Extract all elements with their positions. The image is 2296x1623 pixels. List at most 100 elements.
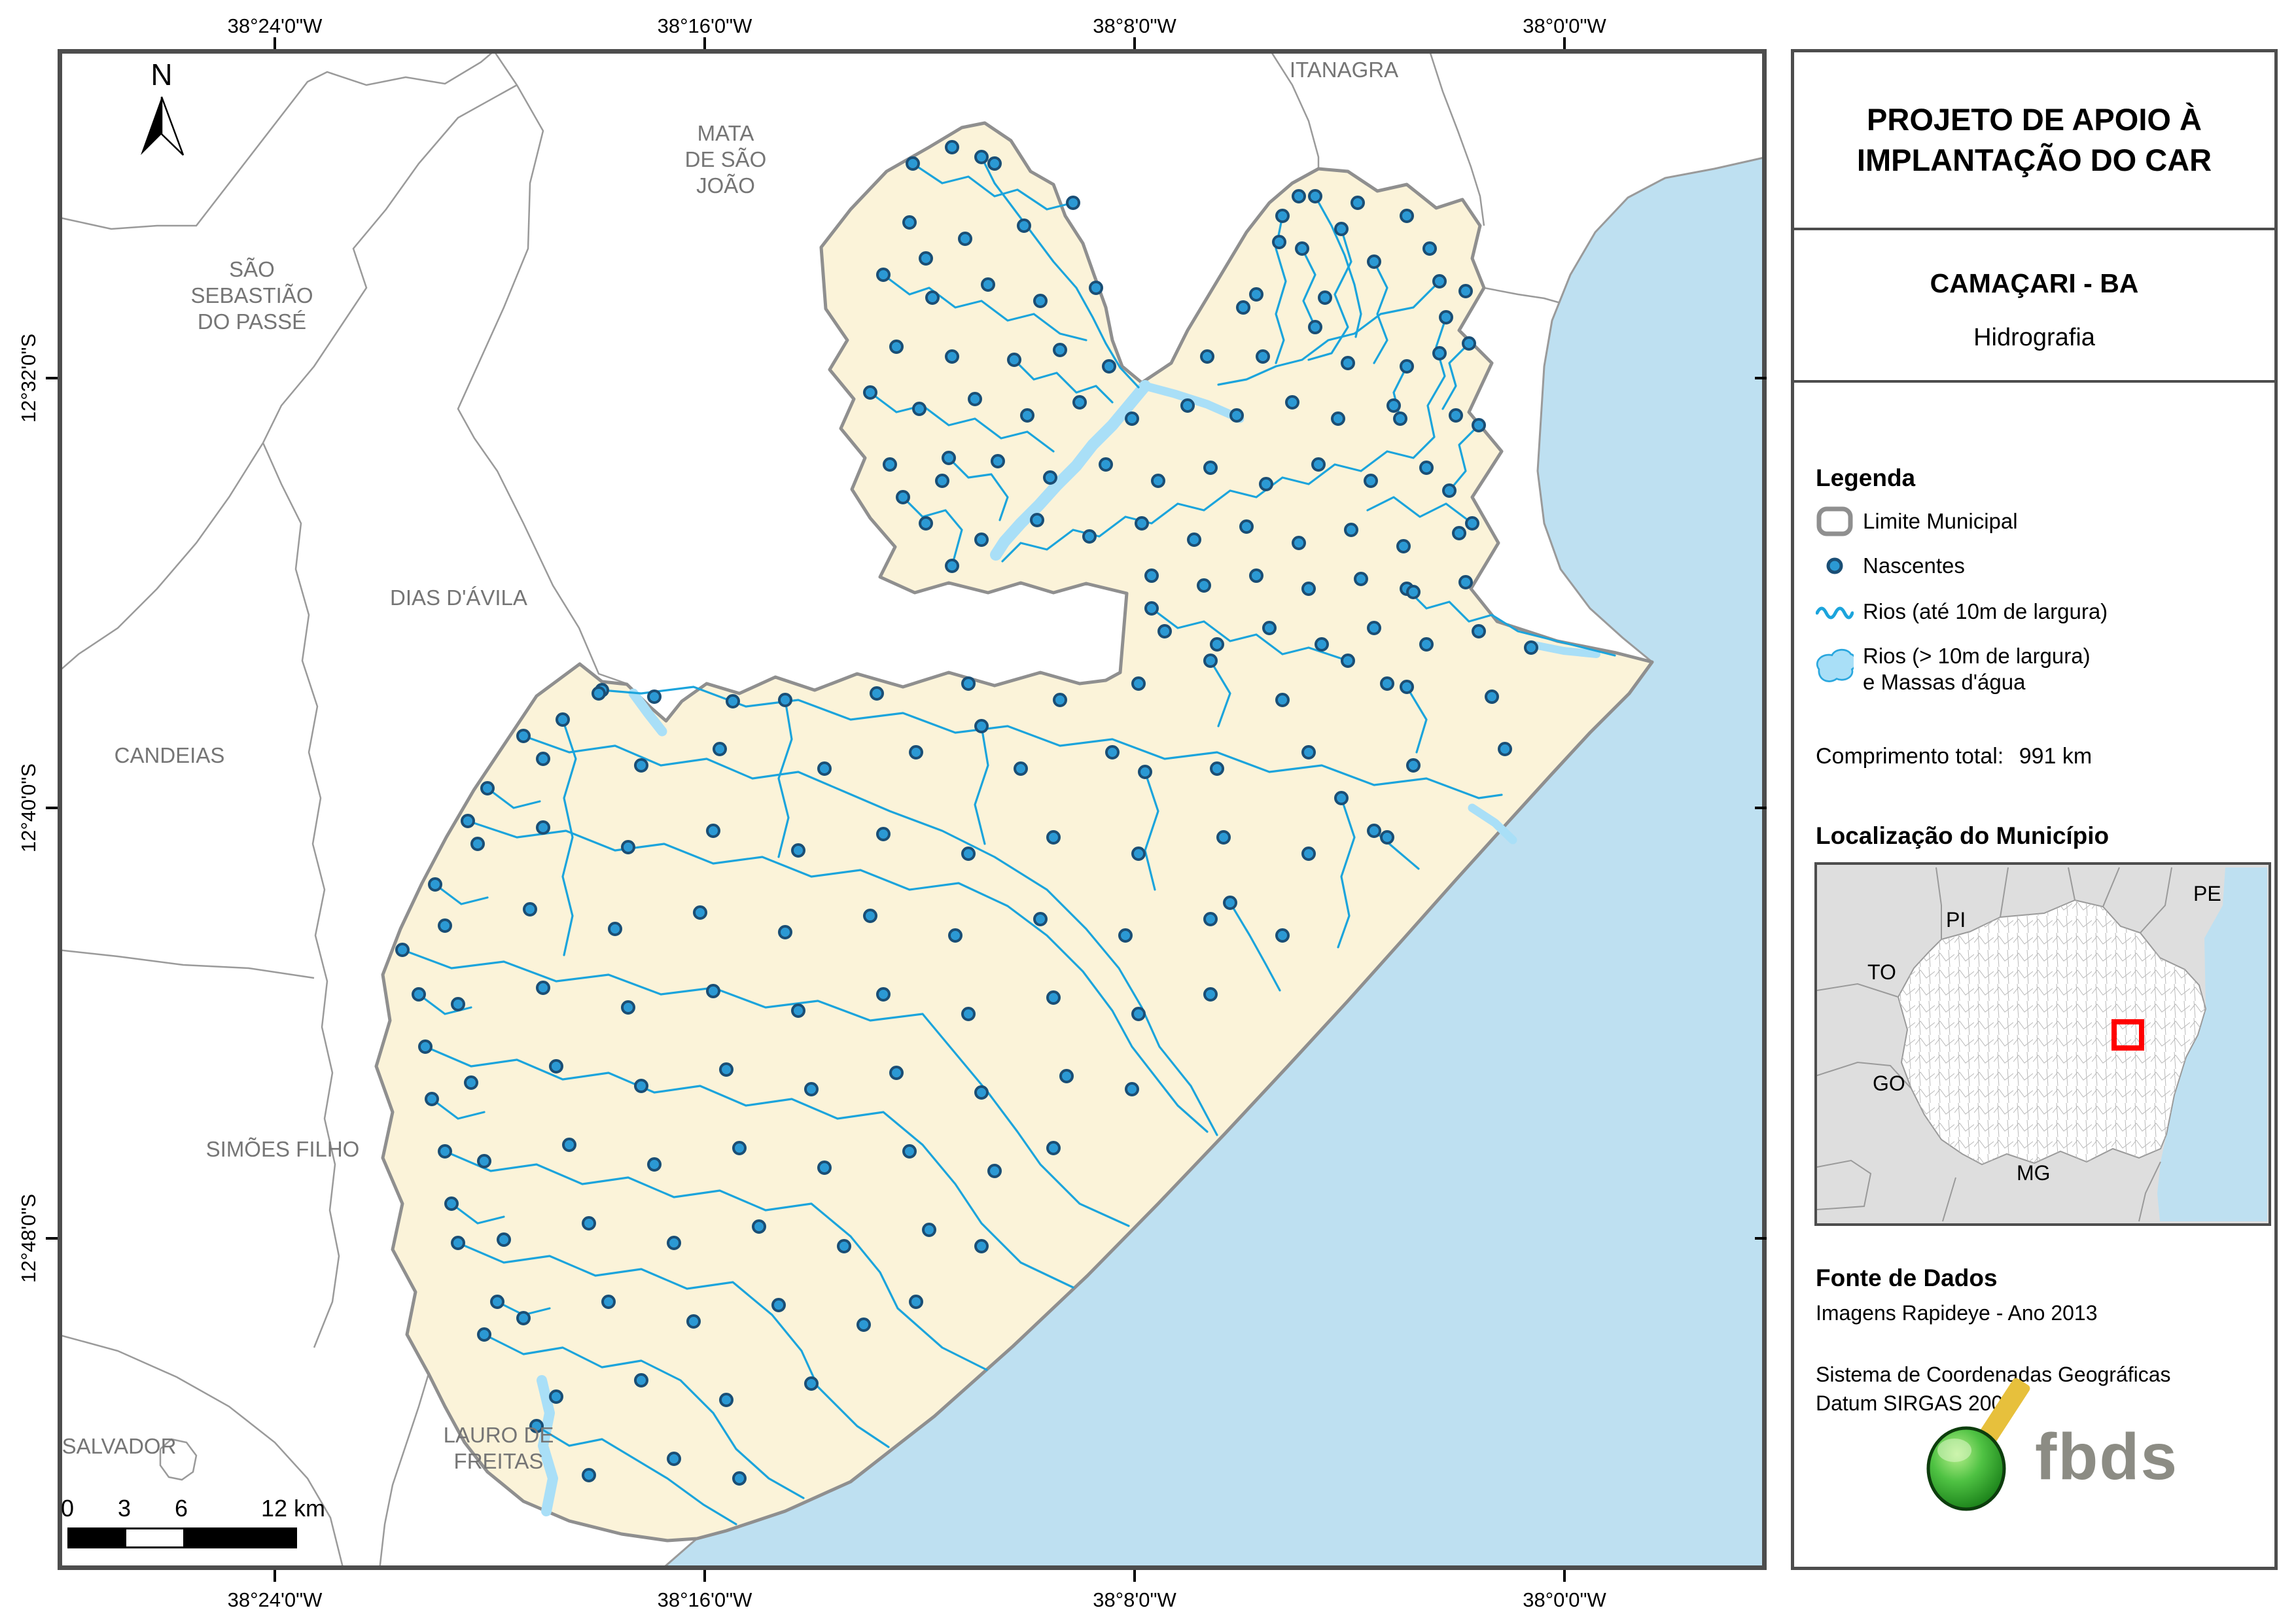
nascente-dot bbox=[1033, 294, 1048, 308]
nascente-dot bbox=[1131, 1007, 1146, 1021]
scale-segment bbox=[69, 1529, 126, 1546]
nascente-dot bbox=[1422, 241, 1437, 256]
nascente-dot bbox=[1318, 290, 1332, 305]
nascente-dot bbox=[1125, 411, 1139, 426]
scale-label: 0 bbox=[60, 1495, 75, 1522]
nascente-dot bbox=[1524, 640, 1538, 655]
nascente-dot bbox=[919, 516, 933, 531]
nascente-dot bbox=[1315, 637, 1329, 652]
legend-label-rios-largos: Rios (> 10m de largura) e Massas d'água bbox=[1863, 643, 2091, 695]
north-arrow-left bbox=[141, 97, 162, 155]
river bbox=[561, 718, 577, 956]
place-label-line: JOÃO bbox=[696, 173, 755, 198]
nascente-dot bbox=[1344, 523, 1358, 537]
nascente-dot bbox=[1210, 761, 1224, 776]
subtitle-block: CAMAÇARI - BA Hidrografia bbox=[1794, 230, 2274, 383]
nascente-dot bbox=[912, 402, 927, 416]
place-label-line: ITANAGRA bbox=[1290, 58, 1398, 82]
nascente-dot bbox=[1351, 196, 1365, 210]
nascente-dot bbox=[1465, 516, 1479, 531]
nascente-dot bbox=[876, 268, 891, 282]
nascente-dot bbox=[1105, 745, 1120, 759]
title-block: PROJETO DE APOIO À IMPLANTAÇÃO DO CAR bbox=[1794, 52, 2274, 230]
nascente-dot bbox=[549, 1389, 563, 1404]
nascente-dot bbox=[909, 1295, 923, 1309]
nascente-dot bbox=[974, 150, 989, 164]
nascente-dot bbox=[1341, 654, 1355, 668]
grid-label-bottom: 38°24'0"W bbox=[227, 1588, 323, 1611]
nascente-dot bbox=[1367, 254, 1381, 269]
nascente-dot bbox=[1275, 928, 1290, 943]
scale-label: 3 bbox=[117, 1495, 132, 1522]
place-label-line: FREITAS bbox=[454, 1449, 544, 1473]
place-label: SIMÕES FILHO bbox=[206, 1137, 360, 1161]
total-length-value: 991 km bbox=[2019, 744, 2093, 769]
river bbox=[1307, 228, 1352, 361]
nascente-dot bbox=[896, 490, 910, 504]
place-labels: ITANAGRA MATA DE SÃO JOÃO SÃO SEBASTIÃO DO PAS… bbox=[62, 58, 1398, 1473]
nascente-dot bbox=[945, 140, 959, 154]
nascente-dot bbox=[719, 1062, 733, 1077]
nascente-dot bbox=[1393, 411, 1407, 426]
nascente-dot bbox=[706, 824, 720, 838]
inset-state-line bbox=[2000, 867, 2009, 918]
nascente-dot bbox=[1216, 830, 1231, 845]
nascente-dot bbox=[889, 340, 904, 354]
nascente-dot bbox=[942, 451, 956, 465]
nascente-dot bbox=[945, 349, 959, 364]
source-line2: Sistema de Coordenadas Geográficas bbox=[1816, 1363, 2171, 1386]
nascente-dot bbox=[919, 251, 933, 266]
grid-tick-bottom bbox=[703, 1570, 706, 1582]
nascente-dot bbox=[987, 1164, 1002, 1178]
nascente-dot bbox=[1046, 1141, 1061, 1155]
inset-ocean bbox=[2157, 867, 2267, 1221]
nascente-dot bbox=[1144, 601, 1159, 616]
nascente-dot bbox=[857, 1318, 871, 1332]
river bbox=[1217, 280, 1441, 386]
nascente-dot bbox=[647, 1157, 662, 1172]
grid-label-left: 12°48'0"S bbox=[17, 1193, 40, 1283]
grid-tick-left bbox=[46, 1237, 58, 1240]
nascente-dot bbox=[991, 454, 1005, 468]
river bbox=[974, 725, 989, 845]
nascente-dot bbox=[925, 290, 940, 305]
grid-label-bottom: 38°8'0"W bbox=[1093, 1588, 1176, 1611]
nascente-dot bbox=[1014, 761, 1028, 776]
nascente-dot bbox=[948, 928, 963, 943]
nascente-dot bbox=[451, 1236, 465, 1250]
legend-item-nascentes: Nascentes bbox=[1816, 553, 1965, 579]
nascente-dot bbox=[1135, 516, 1149, 531]
nascente-dot bbox=[1458, 284, 1473, 298]
grid-tick-left bbox=[46, 807, 58, 809]
camacari-polygon bbox=[374, 121, 1654, 1543]
scale-label: 6 bbox=[174, 1495, 188, 1522]
nascente-dot bbox=[863, 385, 877, 400]
wide-river bbox=[537, 1375, 558, 1516]
inset-state-line bbox=[1816, 1061, 1912, 1089]
nascente-dot bbox=[876, 827, 891, 841]
place-label-line: SIMÕES FILHO bbox=[206, 1137, 360, 1161]
nascente-dot bbox=[425, 1092, 439, 1106]
nascente-dot bbox=[693, 905, 707, 920]
nascente-dot bbox=[516, 729, 531, 743]
river-line-icon bbox=[1816, 606, 1854, 620]
grid-label-bottom: 38°0'0"W bbox=[1523, 1588, 1606, 1611]
wide-river bbox=[1527, 640, 1600, 658]
place-label: SÃO SEBASTIÃO DO PASSÉ bbox=[190, 257, 313, 334]
inset-state-line bbox=[1935, 867, 1942, 939]
nascente-dot bbox=[1285, 395, 1299, 410]
inset-state-label: MG bbox=[2017, 1161, 2051, 1185]
river bbox=[1405, 686, 1428, 754]
nascente-dot bbox=[1131, 676, 1146, 691]
nascente-dot bbox=[909, 745, 923, 759]
place-label: SALVADOR bbox=[62, 1434, 176, 1458]
nascente-dot bbox=[1400, 680, 1414, 694]
north-arrow-right bbox=[160, 96, 185, 156]
nascente-dot bbox=[470, 837, 485, 851]
wide-river bbox=[1468, 803, 1517, 845]
nascente-dot bbox=[1210, 637, 1224, 652]
place-label: MATA DE SÃO JOÃO bbox=[685, 121, 767, 198]
nascente-dot bbox=[968, 392, 982, 406]
place-label-line: DO PASSÉ bbox=[198, 309, 306, 334]
project-title-line1: PROJETO DE APOIO À bbox=[1867, 102, 2202, 137]
